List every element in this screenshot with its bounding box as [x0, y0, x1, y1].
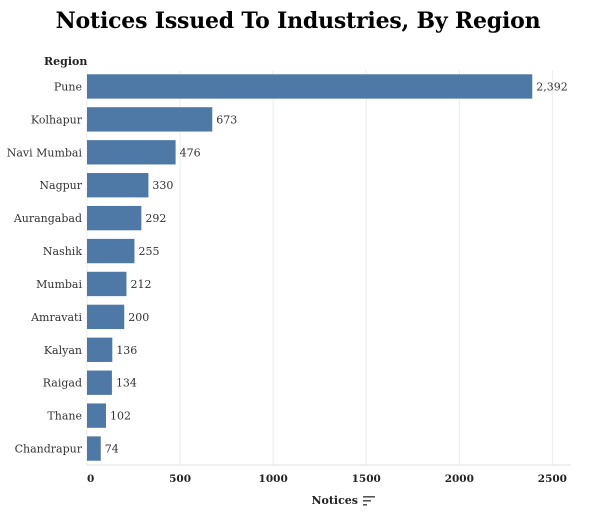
category-label: Mumbai: [36, 278, 82, 291]
category-label: Aurangabad: [13, 212, 82, 225]
x-tick-label: 500: [169, 473, 191, 485]
y-axis-title: Region: [44, 55, 87, 68]
value-label: 673: [216, 113, 237, 126]
x-tick-label: 1500: [352, 473, 381, 485]
bar-amravati[interactable]: [87, 304, 125, 330]
value-label: 102: [110, 410, 131, 423]
bars: [87, 74, 533, 461]
bar-navi-mumbai[interactable]: [87, 140, 176, 165]
category-labels: Pune Kolhapur Navi Mumbai Nagpur Aurangabad N…: [7, 80, 83, 455]
bar-chandrapur[interactable]: [87, 436, 101, 461]
category-label: Pune: [54, 80, 82, 93]
category-label: Navi Mumbai: [7, 146, 83, 159]
x-axis-ticks: 0 500 1000 1500 2000 2500: [87, 473, 567, 485]
x-tick-label: 2000: [445, 473, 474, 485]
value-label: 74: [105, 443, 119, 456]
value-label: 134: [116, 377, 137, 390]
x-tick-label: 1000: [259, 473, 288, 485]
bar-mumbai[interactable]: [87, 271, 127, 297]
chart-title: Notices Issued To Industries, By Region: [55, 8, 541, 34]
value-label: 476: [180, 146, 201, 159]
sort-descending-icon[interactable]: [363, 496, 375, 506]
bar-nashik[interactable]: [87, 238, 135, 264]
bar-aurangabad[interactable]: [87, 205, 142, 231]
x-axis-title: Notices: [311, 494, 358, 507]
category-label: Chandrapur: [15, 443, 83, 456]
gridlines: [86, 70, 571, 466]
value-label: 255: [138, 245, 159, 258]
bar-kalyan[interactable]: [87, 337, 113, 362]
category-label: Kolhapur: [31, 113, 83, 126]
value-label: 292: [145, 212, 166, 225]
x-tick-label: 0: [87, 473, 94, 485]
category-label: Thane: [47, 410, 82, 423]
value-label: 330: [152, 179, 173, 192]
x-tick-label: 2500: [538, 473, 567, 485]
bar-kolhapur[interactable]: [87, 107, 213, 132]
bar-nagpur[interactable]: [87, 173, 149, 198]
category-label: Raigad: [43, 377, 82, 390]
bar-thane[interactable]: [87, 403, 106, 428]
value-label: 2,392: [536, 80, 568, 93]
bar-pune[interactable]: [87, 74, 533, 99]
bar-raigad[interactable]: [87, 370, 112, 395]
category-label: Nashik: [43, 245, 82, 258]
value-label: 136: [116, 344, 137, 357]
value-label: 200: [128, 311, 149, 324]
category-label: Amravati: [30, 311, 82, 324]
value-labels: 2,392 673 476 330 292 255 212 200 136 134 102 74: [105, 80, 568, 455]
value-label: 212: [130, 278, 151, 291]
category-label: Nagpur: [39, 179, 82, 192]
category-label: Kalyan: [44, 344, 82, 357]
